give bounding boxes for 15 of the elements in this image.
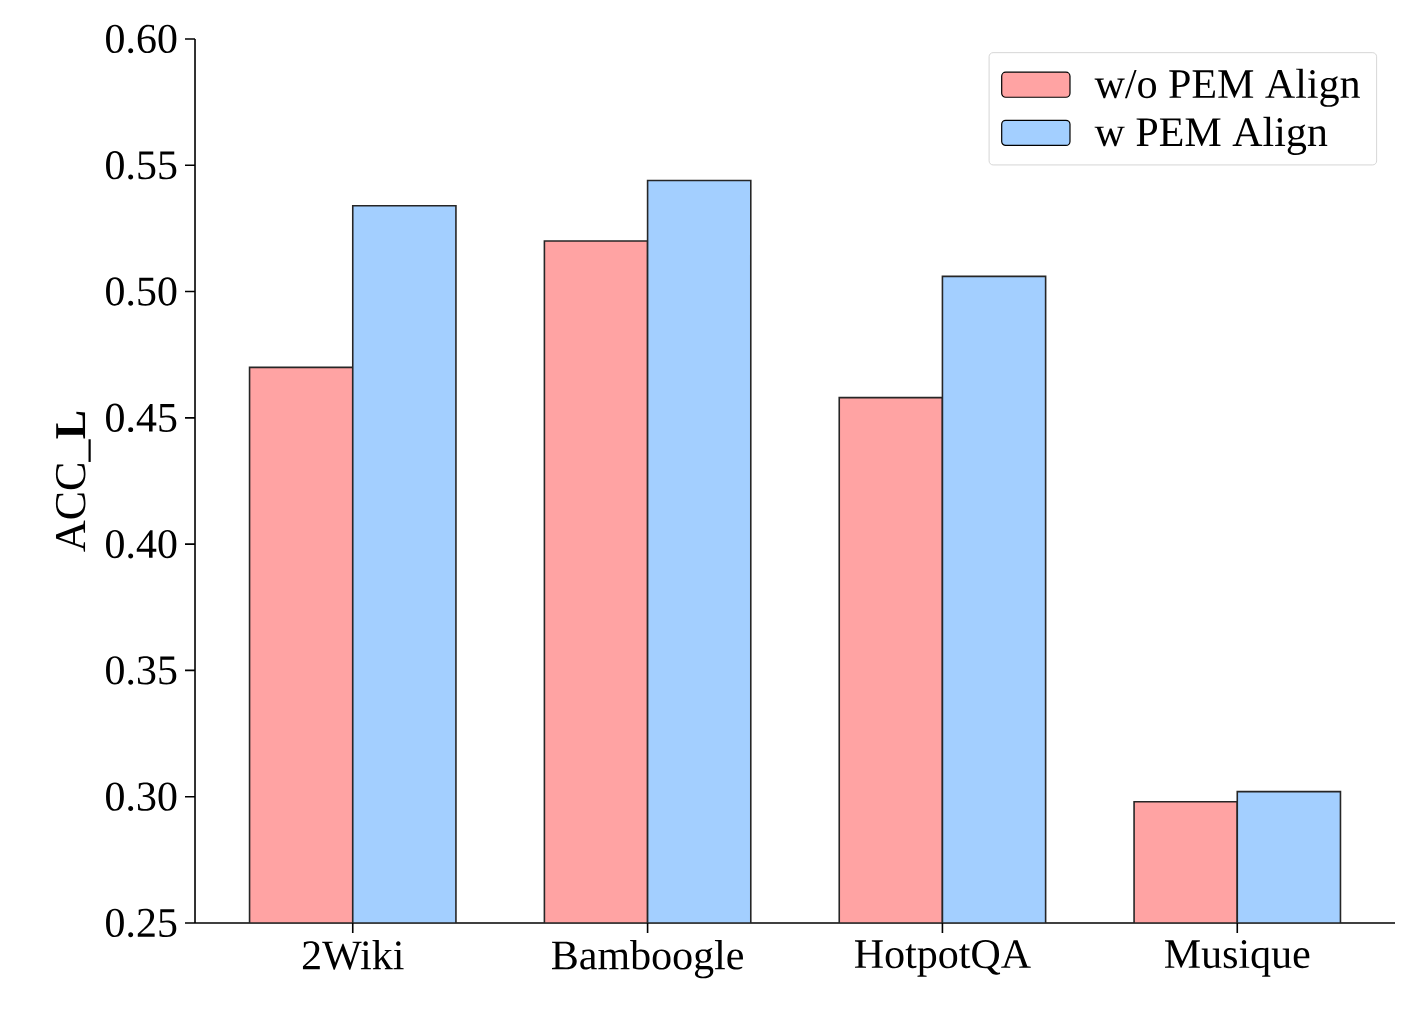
y-tick-label: 0.45: [106, 403, 177, 433]
y-tick-label: 0.30: [106, 782, 177, 811]
x-tick-label: 2Wiki: [302, 940, 404, 970]
y-axis-title: ACC_L: [55, 411, 91, 552]
x-tick-label: Bamboogle: [551, 940, 743, 979]
y-tick-label: 0.50: [106, 277, 177, 306]
y-tick-label: 0.55: [106, 151, 177, 180]
y-tick-label: 0.35: [106, 656, 177, 685]
legend-label: w/o PEM Align: [1094, 68, 1360, 107]
y-tick-label: 0.25: [106, 908, 177, 938]
x-tick-label: HotpotQA: [854, 940, 1031, 977]
legend-label: w PEM Align: [1094, 116, 1328, 155]
y-tick-label: 0.40: [106, 529, 177, 559]
y-tick-label: 0.60: [106, 24, 177, 54]
x-tick-label: Musique: [1164, 940, 1310, 977]
